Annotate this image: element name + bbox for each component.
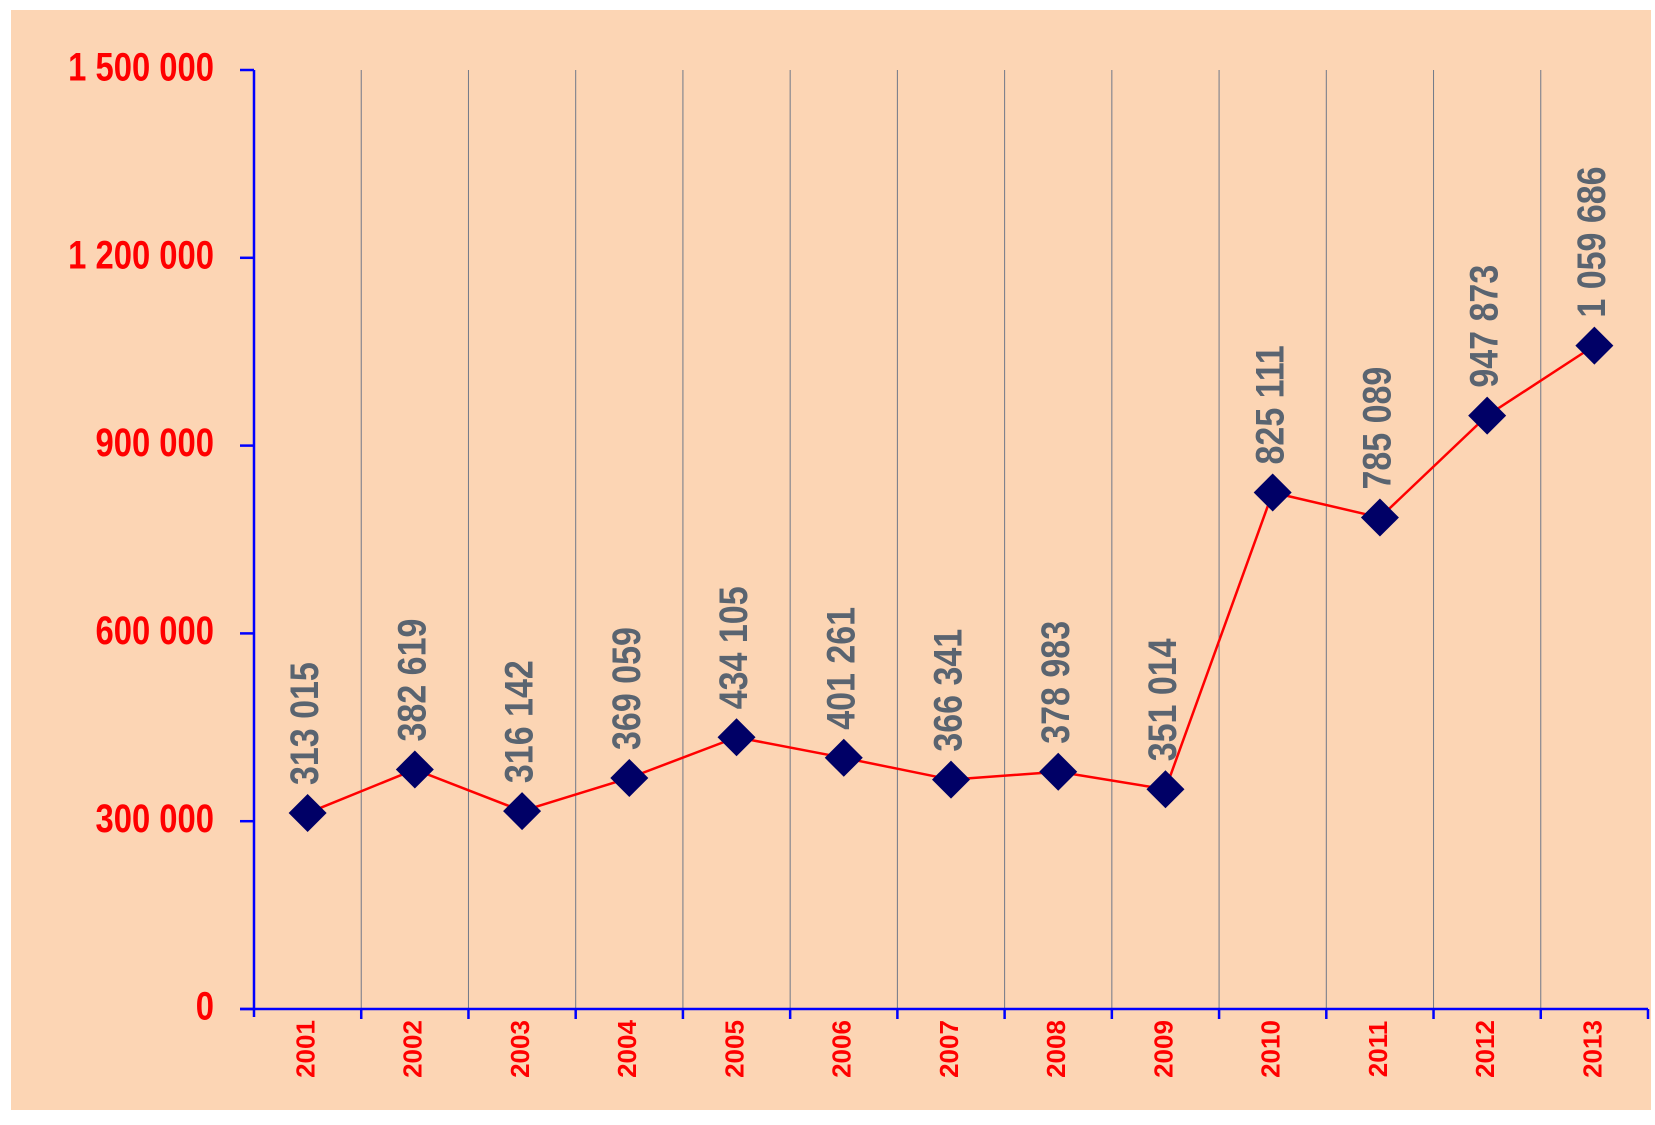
y-tick-label: 1 500 000: [68, 44, 214, 89]
data-label: 369 059: [603, 627, 648, 750]
x-tick-label: 2007: [934, 1020, 964, 1078]
x-tick-label: 2011: [1363, 1021, 1393, 1077]
x-tick-label: 2010: [1256, 1020, 1286, 1078]
marker: [1575, 326, 1614, 365]
y-tick-label: 1 200 000: [68, 232, 214, 277]
x-tick-label: 2003: [505, 1020, 535, 1078]
x-tick-label: 2009: [1148, 1020, 1178, 1078]
data-label: 378 983: [1032, 621, 1077, 744]
data-label: 1 059 686: [1568, 166, 1613, 317]
data-label: 366 341: [925, 629, 970, 752]
marker: [288, 794, 327, 833]
data-label: 382 619: [389, 619, 434, 742]
x-tick-label: 2005: [719, 1020, 749, 1078]
x-tick-label: 2008: [1041, 1020, 1071, 1078]
data-label: 785 089: [1354, 367, 1399, 490]
x-tick-label: 2002: [398, 1020, 428, 1078]
marker: [932, 760, 970, 799]
x-tick-label: 2012: [1470, 1020, 1500, 1078]
y-tick-label: 0: [196, 983, 214, 1028]
data-label: 316 142: [496, 660, 541, 783]
marker: [717, 718, 756, 757]
data-label: 434 105: [710, 586, 755, 709]
data-label: 351 014: [1139, 638, 1184, 761]
marker: [1039, 752, 1078, 791]
data-label: 401 261: [818, 607, 863, 730]
data-label: 825 111: [1247, 345, 1292, 464]
marker: [395, 750, 434, 789]
marker: [824, 738, 863, 777]
x-tick-label: 2013: [1577, 1020, 1607, 1078]
y-tick-label: 300 000: [95, 796, 214, 841]
chart-background: [11, 10, 1651, 1110]
marker: [1146, 770, 1185, 809]
x-tick-label: 2004: [612, 1020, 642, 1078]
data-label: 313 015: [282, 662, 327, 785]
marker: [1360, 498, 1399, 537]
x-tick-label: 2006: [827, 1020, 857, 1078]
y-tick-label: 600 000: [95, 608, 214, 653]
marker: [503, 792, 542, 831]
data-label: 947 873: [1461, 265, 1506, 388]
marker: [1468, 396, 1507, 435]
x-tick-label: 2001: [290, 1020, 320, 1078]
y-tick-label: 900 000: [95, 420, 214, 465]
marker: [1253, 473, 1292, 512]
marker: [610, 758, 649, 797]
